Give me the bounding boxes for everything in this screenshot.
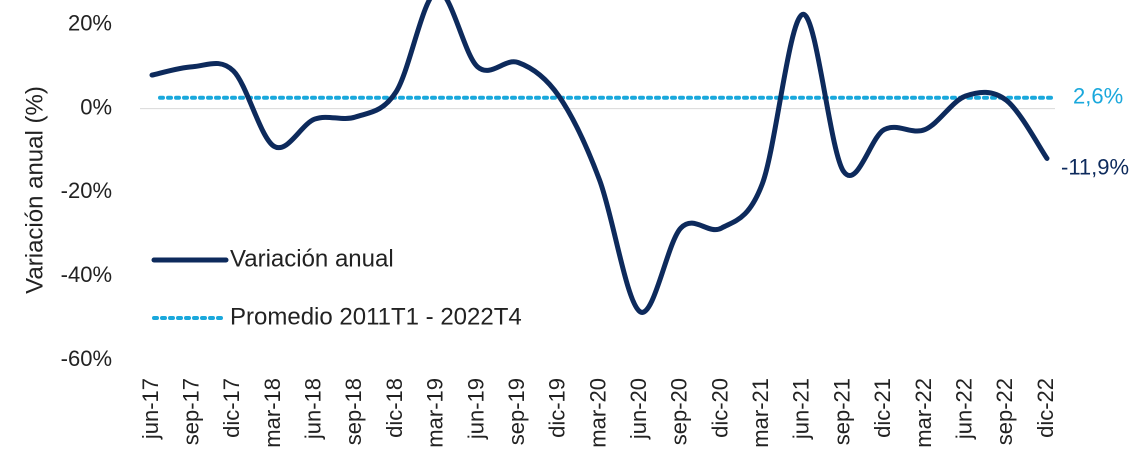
- x-tick-label: jun-22: [951, 378, 976, 440]
- y-tick-label: 20%: [68, 11, 112, 36]
- x-tick-label: dic-17: [219, 378, 244, 438]
- end-label: -11,9%: [1061, 154, 1129, 179]
- y-axis-label: Variación anual (%): [21, 86, 48, 294]
- x-tick-label: dic-21: [870, 378, 895, 438]
- x-tick-label: mar-20: [585, 378, 610, 448]
- x-tick-label: dic-19: [545, 378, 570, 438]
- y-tick-label: -20%: [61, 178, 112, 203]
- x-tick-label: dic-20: [707, 378, 732, 438]
- x-tick-label: dic-22: [1033, 378, 1058, 438]
- x-tick-label: jun-20: [626, 378, 651, 440]
- x-tick-label: sep-21: [829, 378, 854, 445]
- x-tick-label: sep-20: [667, 378, 692, 445]
- y-tick-label: 0%: [80, 94, 112, 119]
- x-tick-label: mar-21: [748, 378, 773, 448]
- y-tick-label: -40%: [61, 262, 112, 287]
- x-tick-label: jun-19: [463, 378, 488, 440]
- legend-label: Promedio 2011T1 - 2022T4: [230, 303, 522, 330]
- x-tick-label: mar-18: [260, 378, 285, 448]
- average-label: 2,6%: [1073, 84, 1123, 109]
- x-tick-label: dic-18: [382, 378, 407, 438]
- legend-label: Variación anual: [230, 245, 394, 272]
- y-tick-label: -60%: [61, 346, 112, 371]
- x-tick-label: mar-22: [911, 378, 936, 448]
- x-tick-label: mar-19: [423, 378, 448, 448]
- x-tick-label: sep-18: [341, 378, 366, 445]
- x-tick-label: jun-17: [138, 378, 163, 440]
- series-line: [149, 0, 1050, 315]
- x-tick-label: sep-19: [504, 378, 529, 445]
- x-tick-label: sep-22: [992, 378, 1017, 445]
- x-tick-label: jun-21: [789, 378, 814, 440]
- x-tick-label: sep-17: [178, 378, 203, 445]
- x-tick-label: jun-18: [301, 378, 326, 440]
